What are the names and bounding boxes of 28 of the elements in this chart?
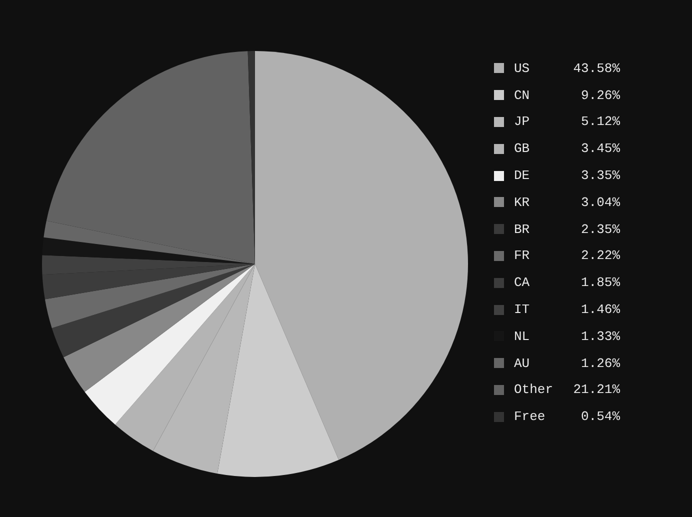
legend-label: CN [514, 88, 531, 103]
data-label: 1.46% [580, 302, 620, 318]
legend-label: CA [514, 275, 531, 290]
data-label: 3.35% [580, 168, 620, 184]
data-label: 1.33% [580, 328, 620, 344]
data-label: 21.21% [572, 382, 620, 398]
legend-label: FR [514, 248, 531, 264]
legend-label: Free [514, 409, 546, 424]
legend-label: AU [514, 356, 531, 371]
data-label: 3.04% [580, 194, 620, 210]
data-label: 1.85% [580, 275, 620, 290]
legend-label: US [514, 60, 531, 76]
data-label: 2.35% [580, 222, 620, 237]
legend-label: BR [514, 222, 531, 237]
legend-label: Other [514, 382, 554, 398]
data-label: 3.45% [580, 141, 620, 156]
legend-label: NL [514, 328, 531, 344]
legend-label: DE [514, 168, 531, 184]
data-label: 9.26% [580, 88, 620, 103]
legend-label: KR [514, 194, 531, 210]
legend-label: JP [514, 114, 531, 130]
legend-label: GB [514, 141, 531, 156]
legend-label: IT [514, 302, 531, 318]
data-label: 2.22% [580, 248, 620, 264]
data-label: 43.58% [572, 60, 620, 76]
data-label: 5.12% [580, 114, 620, 130]
data-label: 0.54% [580, 409, 620, 424]
data-label: 1.26% [580, 356, 620, 371]
